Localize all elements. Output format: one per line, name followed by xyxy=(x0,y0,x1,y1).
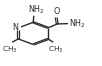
Text: NH$_2$: NH$_2$ xyxy=(69,17,86,30)
Text: CH$_3$: CH$_3$ xyxy=(2,44,18,55)
Text: N: N xyxy=(12,23,18,32)
Text: O: O xyxy=(53,7,59,16)
Text: CH$_3$: CH$_3$ xyxy=(48,44,64,55)
Text: NH$_2$: NH$_2$ xyxy=(28,3,45,16)
